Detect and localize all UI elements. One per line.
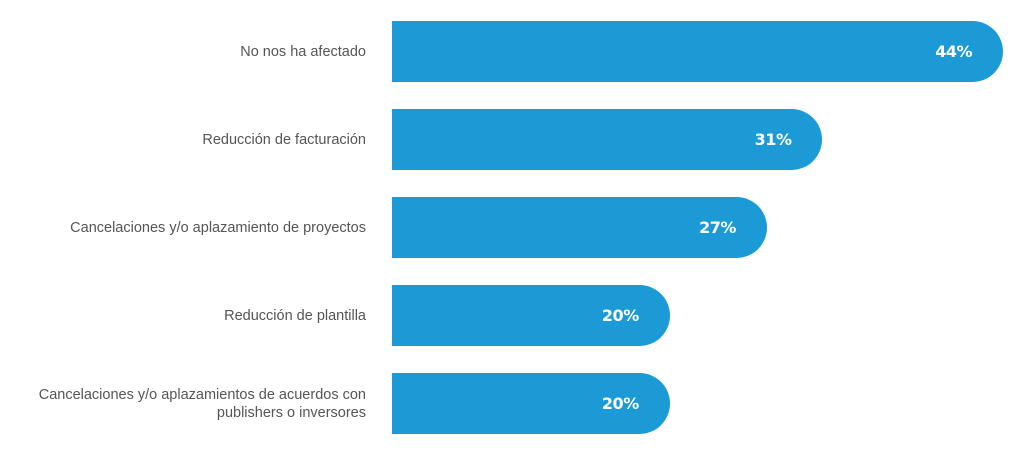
bar: 20% — [392, 285, 670, 346]
category-label: Reducción de plantilla — [224, 307, 366, 324]
data-label: 31% — [754, 130, 792, 149]
data-label: 44% — [935, 42, 972, 61]
data-label: 20% — [601, 394, 639, 413]
bar: 31% — [392, 109, 823, 170]
bar: 27% — [392, 197, 767, 258]
category-label: Cancelaciones y/o aplazamientos de acuer… — [38, 386, 366, 421]
data-label: 20% — [601, 306, 639, 325]
bar: 20% — [392, 373, 670, 434]
category-label: No nos ha afectado — [240, 43, 366, 60]
category-label: Reducción de facturación — [202, 131, 366, 148]
bar: 44% — [392, 21, 1003, 82]
data-label: 27% — [699, 218, 736, 237]
category-label: Cancelaciones y/o aplazamiento de proyec… — [70, 219, 366, 236]
